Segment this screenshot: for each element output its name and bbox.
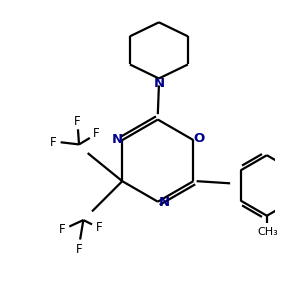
Text: N: N [153, 77, 165, 91]
Text: F: F [58, 223, 65, 236]
Text: F: F [74, 115, 80, 128]
Text: N: N [158, 196, 169, 209]
Text: F: F [76, 243, 82, 256]
Text: F: F [93, 127, 100, 140]
Text: O: O [193, 132, 204, 145]
Text: F: F [95, 221, 102, 234]
Text: F: F [50, 136, 56, 149]
Text: CH₃: CH₃ [258, 227, 278, 237]
Text: N: N [111, 132, 122, 146]
